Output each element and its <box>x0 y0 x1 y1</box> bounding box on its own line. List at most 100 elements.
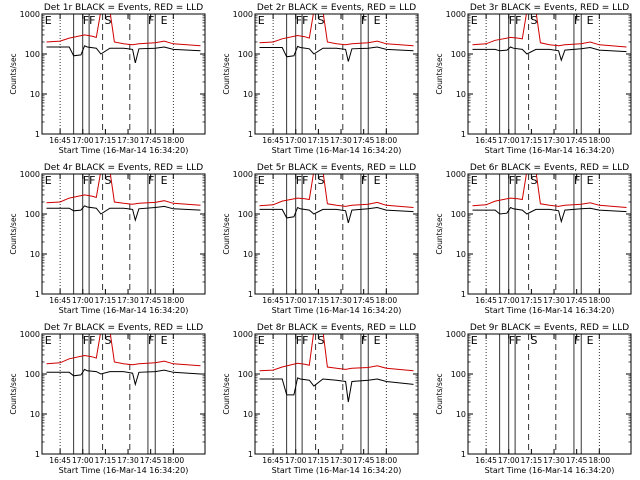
y-tick-label: 10 <box>243 410 253 419</box>
x-axis-label: Start Time (16-Mar-14 16:34:20) <box>485 146 615 155</box>
x-axis-label: Start Time (16-Mar-14 16:34:20) <box>485 466 615 475</box>
series-line-lld <box>472 174 627 208</box>
series-line-events <box>46 368 201 387</box>
x-tick-label: 16:45 <box>475 136 497 145</box>
x-axis-label: Start Time (16-Mar-14 16:34:20) <box>59 466 189 475</box>
event-marker-label: E <box>471 14 478 27</box>
x-tick-label: 17:45 <box>566 296 588 305</box>
y-tick-label: 1 <box>248 450 253 459</box>
event-marker-label: E <box>45 334 52 347</box>
x-tick-label: 16:45 <box>49 296 71 305</box>
event-marker-label: F <box>302 334 308 347</box>
x-axis-label: Start Time (16-Mar-14 16:34:20) <box>272 306 402 315</box>
plot-frame <box>254 13 419 135</box>
event-marker-label: F <box>574 174 580 187</box>
event-marker-label: S <box>104 174 111 187</box>
x-tick-label: 16:45 <box>475 456 497 465</box>
y-axis-label: Counts/sec <box>222 373 231 414</box>
x-tick-label: 17:00 <box>72 456 94 465</box>
y-tick-label: 1 <box>248 290 253 299</box>
y-tick-label: 1000 <box>20 170 40 179</box>
event-marker-label: F <box>296 174 302 187</box>
x-axis-label: Start Time (16-Mar-14 16:34:20) <box>59 146 189 155</box>
event-marker-label: F <box>89 174 95 187</box>
chart-title: Det 9r BLACK = Events, RED = LLD <box>470 323 629 333</box>
chart-title: Det 3r BLACK = Events, RED = LLD <box>470 3 629 13</box>
y-axis-label: Counts/sec <box>9 373 18 414</box>
y-tick-label: 1000 <box>446 170 466 179</box>
x-tick-label: 17:30 <box>330 456 352 465</box>
x-tick-label: 18:00 <box>375 456 397 465</box>
chart-title: Det 1r BLACK = Events, RED = LLD <box>44 3 203 13</box>
y-tick-label: 10 <box>30 410 40 419</box>
x-tick-label: 17:45 <box>353 456 375 465</box>
x-tick-label: 16:45 <box>262 456 284 465</box>
series-line-events <box>472 206 627 224</box>
event-marker-label: E <box>374 174 381 187</box>
event-marker-label: F <box>89 334 95 347</box>
event-marker-label: F <box>148 174 154 187</box>
plot-frame <box>41 173 206 295</box>
x-tick-label: 17:30 <box>117 456 139 465</box>
x-tick-label: 17:00 <box>72 296 94 305</box>
y-axis-label: Counts/sec <box>9 53 18 94</box>
event-marker-label: F <box>148 334 154 347</box>
x-tick-label: 17:45 <box>140 296 162 305</box>
y-tick-label: 1000 <box>446 330 466 339</box>
event-marker-label: E <box>374 334 381 347</box>
series-line-lld <box>46 174 201 206</box>
y-tick-label: 100 <box>238 210 253 219</box>
y-axis-label: Counts/sec <box>435 53 444 94</box>
event-marker-label: E <box>258 14 265 27</box>
y-axis-label: Counts/sec <box>435 213 444 254</box>
event-marker-label: F <box>509 14 515 27</box>
series-line-events <box>46 45 201 64</box>
event-marker-label: E <box>587 334 594 347</box>
y-tick-label: 10 <box>30 90 40 99</box>
y-tick-label: 100 <box>451 50 466 59</box>
x-tick-label: 17:45 <box>140 136 162 145</box>
x-tick-label: 17:15 <box>308 456 330 465</box>
x-tick-label: 17:15 <box>95 296 117 305</box>
y-tick-label: 1000 <box>233 330 253 339</box>
y-tick-label: 10 <box>456 250 466 259</box>
event-marker-label: E <box>587 14 594 27</box>
series-line-lld <box>259 174 414 208</box>
event-marker-label: F <box>509 334 515 347</box>
y-tick-label: 100 <box>25 210 40 219</box>
event-marker-label: S <box>530 14 537 27</box>
event-marker-label: F <box>148 14 154 27</box>
event-marker-label: S <box>530 174 537 187</box>
chart-title: Det 6r BLACK = Events, RED = LLD <box>470 163 629 173</box>
event-marker-label: F <box>296 14 302 27</box>
event-marker-label: E <box>45 14 52 27</box>
x-tick-label: 17:15 <box>521 456 543 465</box>
event-marker-label: F <box>515 334 521 347</box>
x-axis-label: Start Time (16-Mar-14 16:34:20) <box>485 306 615 315</box>
y-tick-label: 1000 <box>20 10 40 19</box>
y-tick-label: 10 <box>456 90 466 99</box>
series-line-lld <box>259 334 414 372</box>
y-tick-label: 1 <box>248 130 253 139</box>
chart-title: Det 5r BLACK = Events, RED = LLD <box>257 163 416 173</box>
x-tick-label: 17:15 <box>521 136 543 145</box>
event-marker-label: F <box>302 174 308 187</box>
y-tick-label: 1000 <box>446 10 466 19</box>
y-axis-label: Counts/sec <box>9 213 18 254</box>
x-tick-label: 17:00 <box>285 136 307 145</box>
x-tick-label: 17:15 <box>308 136 330 145</box>
event-marker-label: S <box>317 174 324 187</box>
event-marker-label: F <box>296 334 302 347</box>
chart-title: Det 8r BLACK = Events, RED = LLD <box>257 323 416 333</box>
series-line-events <box>259 206 414 224</box>
y-tick-label: 1 <box>461 450 466 459</box>
event-marker-label: E <box>258 174 265 187</box>
y-tick-label: 10 <box>30 250 40 259</box>
event-marker-label: F <box>361 174 367 187</box>
series-line-lld <box>259 14 414 47</box>
x-tick-label: 18:00 <box>162 296 184 305</box>
y-axis-label: Counts/sec <box>435 373 444 414</box>
chart-title: Det 2r BLACK = Events, RED = LLD <box>257 3 416 13</box>
